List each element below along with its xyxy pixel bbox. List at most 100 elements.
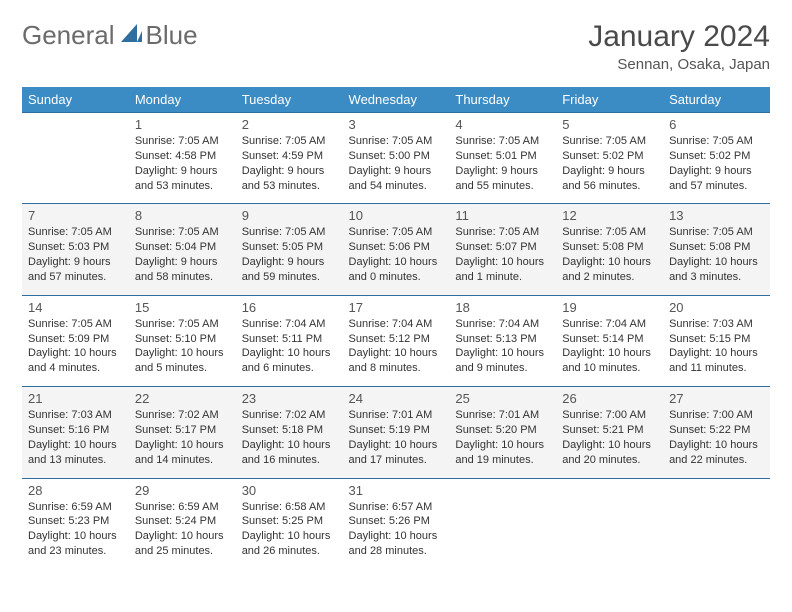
daylight-line: Daylight: 10 hours and 0 minutes. bbox=[349, 255, 444, 285]
day-cell: 20 Sunrise: 7:03 AMSunset: 5:15 PMDayligh… bbox=[663, 295, 770, 386]
sunset-line: Sunset: 5:19 PM bbox=[349, 423, 444, 438]
day-cell bbox=[22, 113, 129, 204]
day-cell: 26Sunrise: 7:00 AMSunset: 5:21 PMDayligh… bbox=[556, 387, 663, 478]
sunrise-line: Sunrise: 7:01 AM bbox=[349, 408, 444, 423]
sunrise-line: Sunrise: 7:01 AM bbox=[455, 408, 550, 423]
day-cell: 15Sunrise: 7:05 AMSunset: 5:10 PMDayligh… bbox=[129, 295, 236, 386]
day-number: 30 bbox=[242, 483, 337, 498]
day-cell: 21Sunrise: 7:03 AMSunset: 5:16 PMDayligh… bbox=[22, 387, 129, 478]
sunrise-line: Sunrise: 7:05 AM bbox=[349, 225, 444, 240]
sunrise-line: Sunrise: 7:05 AM bbox=[349, 134, 444, 149]
day-cell bbox=[556, 478, 663, 569]
day-cell: 2Sunrise: 7:05 AMSunset: 4:59 PMDaylight… bbox=[236, 113, 343, 204]
sunset-line: Sunset: 5:09 PM bbox=[28, 332, 123, 347]
day-cell bbox=[449, 478, 556, 569]
sunrise-line: Sunrise: 7:05 AM bbox=[455, 225, 550, 240]
logo-sail-icon bbox=[119, 20, 143, 51]
daylight-line: Daylight: 10 hours and 9 minutes. bbox=[455, 346, 550, 376]
dayhead-3: Wednesday bbox=[343, 87, 450, 113]
day-number: 21 bbox=[28, 391, 123, 406]
day-cell: 16 Sunrise: 7:04 AMSunset: 5:11 PMDayligh… bbox=[236, 295, 343, 386]
day-cell: 29Sunrise: 6:59 AMSunset: 5:24 PMDayligh… bbox=[129, 478, 236, 569]
sunrise-line: Sunrise: 7:05 AM bbox=[242, 134, 337, 149]
day-cell: 12Sunrise: 7:05 AMSunset: 5:08 PMDayligh… bbox=[556, 204, 663, 295]
sunset-line: Sunset: 5:22 PM bbox=[669, 423, 764, 438]
sunrise-line: Sunrise: 7:04 AM bbox=[562, 317, 657, 332]
sunset-line: Sunset: 5:15 PM bbox=[669, 332, 764, 347]
daylight-line: Daylight: 10 hours and 3 minutes. bbox=[669, 255, 764, 285]
day-cell: 6Sunrise: 7:05 AMSunset: 5:02 PMDaylight… bbox=[663, 113, 770, 204]
sunrise-line: Sunrise: 7:03 AM bbox=[28, 408, 123, 423]
day-cell: 10Sunrise: 7:05 AMSunset: 5:06 PMDayligh… bbox=[343, 204, 450, 295]
day-cell: 14Sunrise: 7:05 AMSunset: 5:09 PMDayligh… bbox=[22, 295, 129, 386]
daylight-line: Daylight: 10 hours and 22 minutes. bbox=[669, 438, 764, 468]
logo: General Blue bbox=[22, 20, 198, 51]
day-number: 5 bbox=[562, 117, 657, 132]
day-number: 4 bbox=[455, 117, 550, 132]
daylight-line: Daylight: 9 hours and 59 minutes. bbox=[242, 255, 337, 285]
day-cell: 30Sunrise: 6:58 AMSunset: 5:25 PMDayligh… bbox=[236, 478, 343, 569]
calendar-table: SundayMondayTuesdayWednesdayThursdayFrid… bbox=[22, 87, 770, 569]
day-cell: 5Sunrise: 7:05 AMSunset: 5:02 PMDaylight… bbox=[556, 113, 663, 204]
daylight-line: Daylight: 10 hours and 5 minutes. bbox=[135, 346, 230, 376]
header: General Blue January 2024 Sennan, Osaka,… bbox=[22, 20, 770, 73]
sunrise-line: Sunrise: 7:04 AM bbox=[349, 317, 444, 332]
sunset-line: Sunset: 5:11 PM bbox=[242, 332, 337, 347]
daylight-line: Daylight: 10 hours and 20 minutes. bbox=[562, 438, 657, 468]
day-cell: 3Sunrise: 7:05 AMSunset: 5:00 PMDaylight… bbox=[343, 113, 450, 204]
sunset-line: Sunset: 5:07 PM bbox=[455, 240, 550, 255]
day-cell: 11Sunrise: 7:05 AMSunset: 5:07 PMDayligh… bbox=[449, 204, 556, 295]
sunset-line: Sunset: 5:10 PM bbox=[135, 332, 230, 347]
dayhead-2: Tuesday bbox=[236, 87, 343, 113]
daylight-line: Daylight: 9 hours and 57 minutes. bbox=[28, 255, 123, 285]
day-number: 31 bbox=[349, 483, 444, 498]
daylight-line: Daylight: 9 hours and 53 minutes. bbox=[135, 164, 230, 194]
daylight-line: Daylight: 10 hours and 8 minutes. bbox=[349, 346, 444, 376]
daylight-line: Daylight: 9 hours and 56 minutes. bbox=[562, 164, 657, 194]
week-row: 28Sunrise: 6:59 AMSunset: 5:23 PMDayligh… bbox=[22, 478, 770, 569]
sunset-line: Sunset: 5:12 PM bbox=[349, 332, 444, 347]
sunset-line: Sunset: 5:24 PM bbox=[135, 514, 230, 529]
daylight-line: Daylight: 10 hours and 25 minutes. bbox=[135, 529, 230, 559]
day-number: 22 bbox=[135, 391, 230, 406]
sunrise-line: Sunrise: 7:05 AM bbox=[242, 225, 337, 240]
daylight-line: Daylight: 9 hours and 54 minutes. bbox=[349, 164, 444, 194]
day-number: 16 bbox=[242, 300, 337, 315]
day-cell: 7Sunrise: 7:05 AMSunset: 5:03 PMDaylight… bbox=[22, 204, 129, 295]
daylight-line: Daylight: 10 hours and 11 minutes. bbox=[669, 346, 764, 376]
sunrise-line: Sunrise: 7:04 AM bbox=[242, 317, 337, 332]
day-number: 12 bbox=[562, 208, 657, 223]
sunrise-line: Sunrise: 7:05 AM bbox=[28, 317, 123, 332]
day-cell: 27Sunrise: 7:00 AMSunset: 5:22 PMDayligh… bbox=[663, 387, 770, 478]
dayhead-0: Sunday bbox=[22, 87, 129, 113]
sunset-line: Sunset: 4:58 PM bbox=[135, 149, 230, 164]
day-number: 24 bbox=[349, 391, 444, 406]
day-cell: 23Sunrise: 7:02 AMSunset: 5:18 PMDayligh… bbox=[236, 387, 343, 478]
day-number: 19 bbox=[562, 300, 657, 315]
sunset-line: Sunset: 5:02 PM bbox=[562, 149, 657, 164]
sunrise-line: Sunrise: 7:05 AM bbox=[135, 317, 230, 332]
day-cell: 24Sunrise: 7:01 AMSunset: 5:19 PMDayligh… bbox=[343, 387, 450, 478]
dayhead-5: Friday bbox=[556, 87, 663, 113]
sunrise-line: Sunrise: 6:58 AM bbox=[242, 500, 337, 515]
daylight-line: Daylight: 10 hours and 13 minutes. bbox=[28, 438, 123, 468]
day-number: 2 bbox=[242, 117, 337, 132]
day-cell: 22Sunrise: 7:02 AMSunset: 5:17 PMDayligh… bbox=[129, 387, 236, 478]
daylight-line: Daylight: 10 hours and 14 minutes. bbox=[135, 438, 230, 468]
sunset-line: Sunset: 5:05 PM bbox=[242, 240, 337, 255]
day-number: 20 bbox=[669, 300, 764, 315]
day-cell: 9Sunrise: 7:05 AMSunset: 5:05 PMDaylight… bbox=[236, 204, 343, 295]
day-number: 28 bbox=[28, 483, 123, 498]
sunset-line: Sunset: 5:04 PM bbox=[135, 240, 230, 255]
week-row: 1Sunrise: 7:05 AMSunset: 4:58 PMDaylight… bbox=[22, 113, 770, 204]
daylight-line: Daylight: 9 hours and 53 minutes. bbox=[242, 164, 337, 194]
day-cell: 28Sunrise: 6:59 AMSunset: 5:23 PMDayligh… bbox=[22, 478, 129, 569]
sunrise-line: Sunrise: 6:57 AM bbox=[349, 500, 444, 515]
day-cell: 17Sunrise: 7:04 AMSunset: 5:12 PMDayligh… bbox=[343, 295, 450, 386]
daylight-line: Daylight: 10 hours and 4 minutes. bbox=[28, 346, 123, 376]
title-block: January 2024 Sennan, Osaka, Japan bbox=[588, 20, 770, 73]
daylight-line: Daylight: 10 hours and 6 minutes. bbox=[242, 346, 337, 376]
day-number: 18 bbox=[455, 300, 550, 315]
sunset-line: Sunset: 5:21 PM bbox=[562, 423, 657, 438]
sunrise-line: Sunrise: 7:03 AM bbox=[669, 317, 764, 332]
